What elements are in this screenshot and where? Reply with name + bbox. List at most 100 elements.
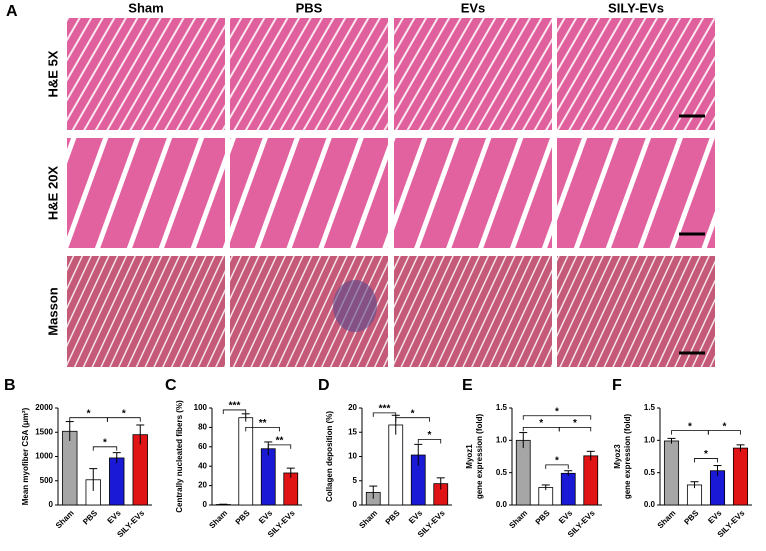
- y-tick-label: 10: [348, 452, 357, 461]
- bar: [560, 472, 576, 506]
- significance-bracket: [707, 430, 741, 435]
- significance-label: ***: [379, 403, 391, 414]
- y-axis-label: Centrally nucleated fibers (%): [175, 400, 184, 513]
- x-tick-label: PBS: [682, 508, 700, 526]
- y-axis-label: Myoz1: [465, 444, 474, 469]
- significance-label: *: [103, 437, 107, 448]
- error-bar: [414, 443, 423, 466]
- y-axis-label: gene expression (fold): [475, 413, 484, 499]
- error-bar: [564, 470, 573, 476]
- significance-bracket: [106, 417, 141, 422]
- significance-label: *: [411, 408, 415, 419]
- histology-grid: A Sham PBS EVs SILY-EVs H&E 5X H&E 20X Masson: [6, 0, 715, 367]
- row-label: H&E 20X: [45, 166, 60, 221]
- y-tick-label: 20: [348, 403, 357, 412]
- panel-label: F: [612, 377, 622, 394]
- column-header: PBS: [296, 0, 323, 15]
- significance-label: *: [122, 408, 126, 419]
- y-tick-label: 0: [203, 500, 208, 509]
- y-tick-label: 5: [353, 476, 358, 485]
- collagen-stain: [333, 280, 377, 332]
- significance-bracket: [245, 427, 280, 432]
- error-bar: [436, 477, 445, 490]
- panel-label: A: [6, 3, 18, 20]
- y-tick-label: 0.5: [644, 468, 656, 477]
- y-tick-label: 500: [40, 476, 54, 485]
- y-axis-label: Myoz3: [613, 444, 622, 469]
- significance-bracket: [522, 415, 592, 420]
- y-tick-label: 60: [198, 442, 207, 451]
- x-tick-label: Sham: [507, 509, 529, 531]
- y-tick-label: 1.0: [644, 435, 656, 444]
- y-tick-label: 15: [348, 427, 357, 436]
- error-bar: [667, 437, 676, 444]
- error-bar: [89, 468, 98, 491]
- significance-label: *: [555, 456, 559, 467]
- bar: [663, 440, 680, 506]
- micrograph: [67, 256, 225, 367]
- row-label: Masson: [45, 287, 60, 335]
- significance-label: *: [704, 449, 708, 460]
- micrograph: [394, 256, 552, 367]
- x-tick-label: PBS: [81, 508, 99, 526]
- x-tick-label: EVs: [706, 508, 723, 525]
- error-bar: [736, 444, 745, 452]
- error-bar: [112, 452, 121, 464]
- y-axis-label: Mean myofiber CSA (μm²): [21, 407, 30, 505]
- panel-label: D: [318, 377, 330, 394]
- x-tick-label: EVs: [407, 508, 424, 525]
- y-tick-label: 0.0: [496, 500, 508, 509]
- x-tick-label: EVs: [106, 508, 123, 525]
- significance-label: **: [259, 418, 267, 429]
- y-tick-label: 1500: [35, 427, 53, 436]
- significance-label: *: [573, 418, 577, 429]
- significance-label: *: [87, 408, 91, 419]
- micrograph: [557, 138, 715, 248]
- significance-label: *: [555, 406, 559, 417]
- significance-label: *: [688, 421, 692, 432]
- micrograph: [67, 18, 225, 130]
- micrograph: [557, 18, 715, 130]
- y-tick-label: 0: [49, 500, 54, 509]
- x-tick-label: PBS: [234, 508, 252, 526]
- column-header: EVs: [461, 0, 486, 15]
- y-tick-label: 2000: [35, 403, 53, 412]
- bar: [388, 424, 404, 506]
- micrograph: [394, 138, 552, 248]
- significance-label: *: [722, 421, 726, 432]
- x-tick-label: Sham: [656, 509, 678, 531]
- bar: [62, 430, 78, 506]
- y-tick-label: 0: [353, 500, 358, 509]
- y-tick-label: 1.0: [496, 435, 508, 444]
- bar: [260, 448, 276, 506]
- panel-label: B: [4, 377, 16, 394]
- bar: [109, 457, 125, 506]
- error-bar: [586, 450, 595, 461]
- y-axis-label: Collagen deposition (%): [325, 411, 334, 502]
- y-tick-label: 0.0: [644, 500, 656, 509]
- y-tick-label: 80: [198, 423, 207, 432]
- error-bar: [713, 465, 722, 476]
- significance-label: *: [428, 430, 432, 441]
- error-bar: [519, 432, 528, 449]
- micrograph: [394, 18, 552, 130]
- y-tick-label: 1.5: [496, 403, 508, 412]
- significance-bracket: [267, 444, 292, 449]
- x-tick-label: EVs: [557, 508, 574, 525]
- significance-bracket: [92, 446, 118, 451]
- column-header: SILY-EVs: [608, 0, 664, 15]
- y-tick-label: 1.5: [644, 403, 656, 412]
- bar: [583, 455, 599, 506]
- significance-bracket: [694, 458, 718, 463]
- bar: [132, 434, 148, 506]
- y-tick-label: 40: [198, 461, 207, 470]
- y-tick-label: 100: [194, 403, 208, 412]
- error-bar: [690, 481, 699, 489]
- significance-bracket: [545, 464, 569, 469]
- x-tick-label: Sham: [54, 509, 76, 531]
- significance-label: *: [539, 418, 543, 429]
- significance-bracket: [222, 409, 247, 414]
- significance-bracket: [558, 427, 592, 432]
